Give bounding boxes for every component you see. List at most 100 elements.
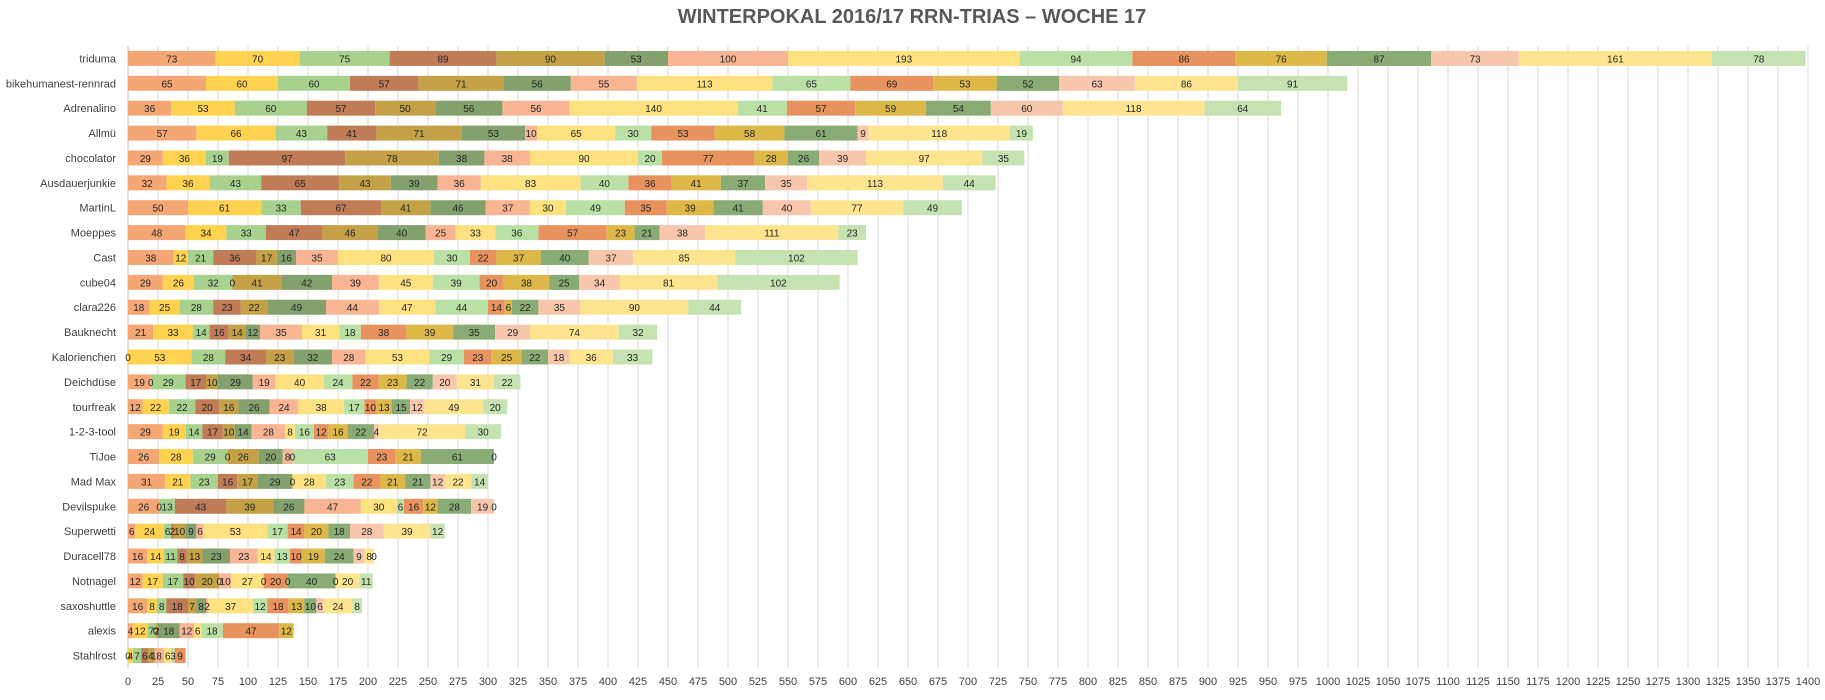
data-label: 28: [203, 353, 215, 364]
bar-segment: [128, 498, 160, 514]
bar-segment: [1712, 50, 1806, 66]
bar-segment: [754, 150, 788, 166]
bar-segment: [735, 249, 858, 265]
bar-segment: [192, 324, 210, 340]
x-tick-label: 850: [1139, 676, 1157, 688]
bar-segment: [194, 274, 233, 290]
x-tick-label: 700: [959, 676, 977, 688]
bar-segment: [202, 548, 230, 564]
bar-segment: [628, 175, 672, 191]
bar-segment: [990, 100, 1063, 116]
data-label: 33: [241, 229, 253, 240]
data-label: 50: [152, 204, 164, 215]
bar-segment: [364, 548, 374, 564]
data-label: 0: [125, 652, 131, 663]
data-label: 49: [927, 204, 939, 215]
bar-segment: [328, 424, 348, 440]
bar-segment: [713, 200, 763, 216]
data-label: 86: [1178, 54, 1190, 65]
bar-segment: [299, 50, 390, 66]
data-label: 22: [502, 378, 514, 389]
bar-segment: [128, 449, 160, 465]
data-label: 63: [325, 453, 337, 464]
data-label: 40: [599, 179, 611, 190]
bar-segment: [857, 125, 869, 141]
bar-segment: [183, 573, 196, 589]
bar-segment: [237, 473, 258, 489]
data-label: 8: [156, 652, 162, 663]
bar-segment: [570, 75, 637, 91]
data-label: 22: [361, 477, 373, 488]
data-label: 0: [285, 577, 291, 588]
data-label: 23: [615, 229, 627, 240]
bar-segment: [164, 523, 172, 539]
data-label: 83: [525, 179, 537, 190]
data-label: 49: [590, 204, 602, 215]
bar-segment: [261, 200, 301, 216]
bar-segment: [464, 349, 492, 365]
data-label: 71: [413, 129, 425, 140]
bar-segment: [128, 349, 192, 365]
data-label: 37: [225, 602, 237, 613]
bar-segment: [165, 473, 191, 489]
bar-segment: [866, 150, 983, 166]
data-label: 26: [238, 453, 250, 464]
data-label: 8: [179, 552, 185, 563]
data-label: 8: [354, 602, 360, 613]
category-labels: triduma bikehumanest-rennrad Adrenalino All…: [6, 53, 117, 662]
bar-segment: [222, 623, 280, 639]
data-label: 73: [1469, 54, 1481, 65]
data-label: 33: [275, 204, 287, 215]
bar-segment: [326, 473, 354, 489]
bar-segment: [406, 374, 433, 390]
bar-segment: [365, 349, 430, 365]
data-label: 20: [439, 378, 451, 389]
data-label: 14: [188, 428, 200, 439]
bar-segment: [339, 175, 391, 191]
bar-segment: [227, 449, 259, 465]
data-label: 43: [296, 129, 308, 140]
data-label: 29: [140, 278, 152, 289]
data-label: 97: [919, 154, 931, 165]
data-label: 65: [571, 129, 583, 140]
bar-segment: [671, 175, 721, 191]
data-label: 54: [953, 104, 965, 115]
data-label: 22: [360, 378, 372, 389]
data-label: 4: [128, 652, 134, 663]
data-label: 140: [645, 104, 662, 115]
data-label: 46: [452, 204, 464, 215]
bar-segment: [368, 449, 396, 465]
bar-segment: [206, 75, 278, 91]
bar-segment: [266, 349, 294, 365]
data-label: 20: [311, 527, 323, 538]
data-label: 49: [291, 303, 303, 314]
bar-segment: [188, 598, 197, 614]
bar-segment: [128, 225, 186, 241]
data-label: 53: [631, 54, 643, 65]
bar-segment: [488, 299, 505, 315]
x-tick-label: 575: [809, 676, 827, 688]
data-label: 118: [931, 129, 947, 140]
data-label: 57: [335, 104, 347, 115]
bar-segment: [788, 50, 1020, 66]
data-label: 19: [477, 502, 489, 513]
bar-segment: [213, 299, 241, 315]
data-label: 41: [400, 204, 412, 215]
data-label: 47: [327, 502, 339, 513]
bar-segment: [128, 598, 148, 614]
data-label: 56: [530, 104, 542, 115]
category-label: Moeppes: [71, 228, 117, 240]
data-label: 12: [412, 403, 424, 414]
bar-segment: [438, 150, 485, 166]
bar-segment: [392, 399, 410, 415]
data-label: 34: [594, 278, 606, 289]
x-tick-label: 500: [719, 676, 737, 688]
x-tick-label: 350: [539, 676, 557, 688]
bar-segment: [360, 498, 397, 514]
bar-segment: [215, 50, 300, 66]
data-label: 56: [532, 79, 544, 90]
bar-segment: [141, 648, 149, 664]
bar-segment: [410, 399, 425, 415]
data-label: 10: [526, 129, 538, 140]
